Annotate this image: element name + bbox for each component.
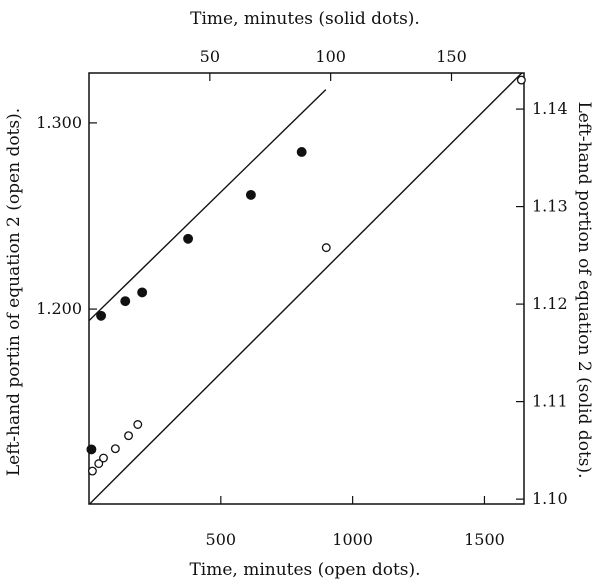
top-axis-title: Time, minutes (solid dots). xyxy=(190,9,420,29)
solid-dot xyxy=(296,147,307,157)
left-axis-title: Left-hand portin of equation 2 (open dot… xyxy=(4,108,24,476)
solid-dot xyxy=(86,444,97,455)
ticks-and-labels: 500 1000 1500 50 100 150 1.200 1.300 1.10 1.11 1.1… xyxy=(36,47,567,549)
solid-dot xyxy=(137,287,148,298)
right-tick-label: 1.14 xyxy=(532,99,568,118)
solid-dot xyxy=(183,233,194,244)
left-tick-label: 1.200 xyxy=(36,299,82,318)
solid-dot xyxy=(96,310,107,321)
open-dot xyxy=(94,459,104,469)
fit-line-filled-circle xyxy=(89,89,327,322)
plot-frame xyxy=(88,72,525,505)
open-dot xyxy=(87,466,97,476)
right-tick-label: 1.10 xyxy=(532,489,568,508)
right-tick-label: 1.12 xyxy=(532,294,568,313)
right-tick-label: 1.13 xyxy=(532,197,568,216)
data-points xyxy=(86,75,526,476)
fit-lines xyxy=(89,73,523,504)
open-dot xyxy=(110,444,120,454)
solid-dot xyxy=(120,296,131,307)
bottom-tick-label: 500 xyxy=(206,530,237,549)
open-dot xyxy=(99,453,108,463)
open-dot xyxy=(133,420,143,429)
bottom-axis-title: Time, minutes (open dots). xyxy=(189,560,420,580)
bottom-tick-label: 1000 xyxy=(332,530,373,549)
left-tick-label: 1.300 xyxy=(36,113,82,132)
open-dot xyxy=(124,431,133,441)
right-tick-label: 1.11 xyxy=(532,392,568,411)
bottom-tick-label: 1500 xyxy=(464,530,505,549)
right-axis-title: Left-hand portion of equation 2 (solid d… xyxy=(574,101,594,478)
solid-dot xyxy=(245,189,256,200)
top-tick-label: 150 xyxy=(436,47,467,66)
open-dot xyxy=(321,243,331,253)
fit-line-open-circle xyxy=(89,73,523,504)
open-dot xyxy=(516,75,526,85)
top-tick-label: 100 xyxy=(315,47,346,66)
top-tick-label: 50 xyxy=(200,47,220,66)
